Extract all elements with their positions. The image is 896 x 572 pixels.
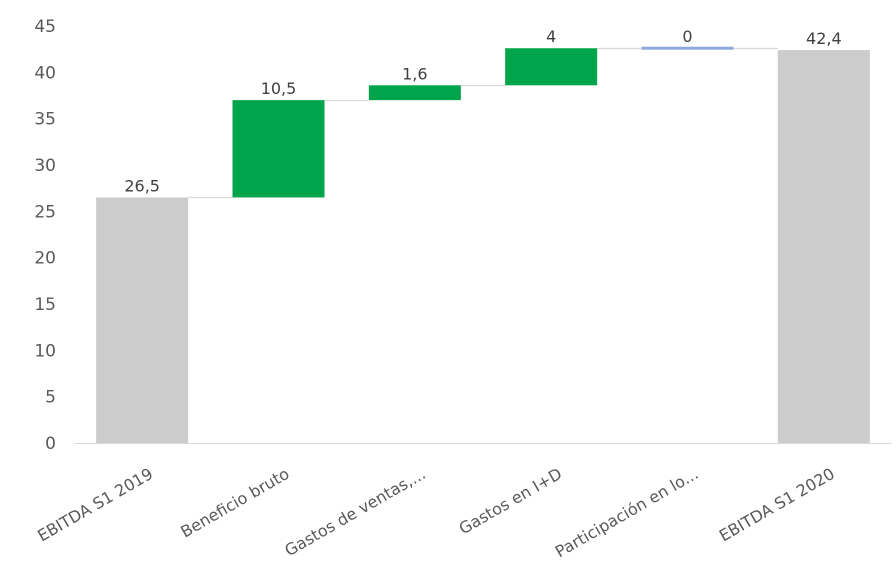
bar-gastos-de-ventas xyxy=(368,85,461,101)
data-label: 10,5 xyxy=(261,79,297,98)
data-label: 26,5 xyxy=(124,176,160,195)
y-tick-label: 5 xyxy=(45,388,56,408)
data-label: 0 xyxy=(682,27,692,46)
connector-layer xyxy=(188,47,778,199)
category-label: Beneficio bruto xyxy=(177,464,292,541)
y-tick-label: 45 xyxy=(34,17,56,37)
category-label: EBITDA S1 2019 xyxy=(34,464,156,545)
data-label: 42,4 xyxy=(806,29,842,48)
y-tick-label: 15 xyxy=(34,295,56,315)
bar-ebitda-s1-2020 xyxy=(777,50,870,444)
y-tick-label: 0 xyxy=(45,434,56,454)
y-tick-label: 30 xyxy=(34,156,56,176)
data-label: 1,6 xyxy=(402,64,427,83)
bar-gastos-en-i-d xyxy=(505,48,598,86)
category-label: Gastos en I+D xyxy=(456,464,566,538)
y-tick-label: 20 xyxy=(34,249,56,269)
bar-beneficio-bruto xyxy=(232,100,325,198)
category-label: EBITDA S1 2020 xyxy=(716,464,838,545)
category-label: Gastos de ventas,... xyxy=(281,464,428,560)
y-tick-label: 35 xyxy=(34,110,56,130)
data-label: 4 xyxy=(546,27,556,46)
bar-ebitda-s1-2019 xyxy=(96,197,189,443)
y-tick-label: 25 xyxy=(34,202,56,222)
category-label: Participación en lo... xyxy=(552,464,702,561)
y-tick-label: 10 xyxy=(34,341,56,361)
y-tick-label: 40 xyxy=(34,63,56,83)
bar-participaci-n-en-lo xyxy=(641,46,734,50)
bar-layer xyxy=(96,46,870,444)
